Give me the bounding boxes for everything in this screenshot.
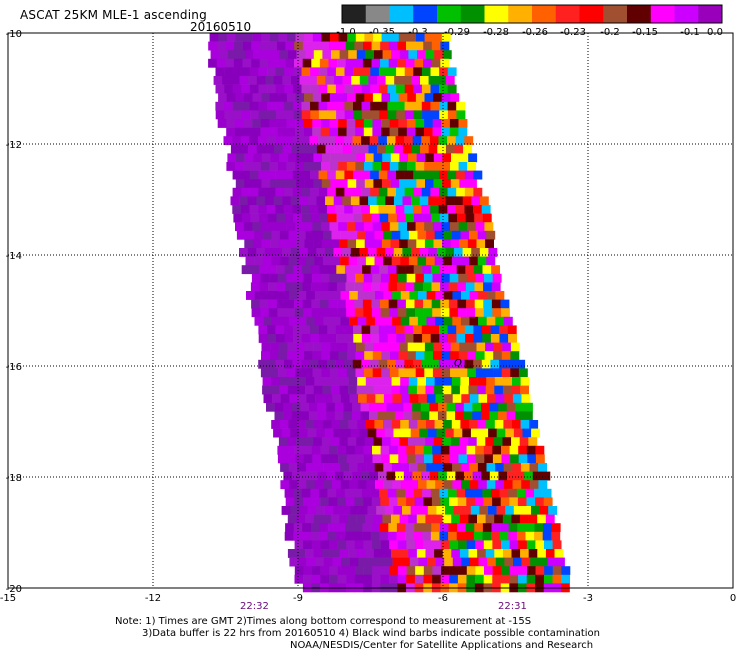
footnote-line-3: NOAA/NESDIS/Center for Satellite Applica… [290, 640, 594, 651]
y-tick-label: -12 [6, 140, 22, 151]
colorbar-swatch [555, 5, 580, 23]
y-tick-label: -10 [6, 29, 22, 40]
chart-title: ASCAT 25KM MLE-1 ascending [20, 8, 207, 22]
colorbar-swatch [342, 5, 367, 23]
x-tick-label: -15 [0, 593, 16, 604]
plot-frame [7, 32, 734, 589]
x-tick-label: 0 [730, 593, 736, 604]
colorbar-swatch [365, 5, 390, 23]
colorbar-swatch [484, 5, 509, 23]
colorbar-swatch [603, 5, 628, 23]
colorbar-swatch [650, 5, 675, 23]
colorbar-swatch [674, 5, 699, 23]
x-tick-label: -9 [293, 593, 303, 604]
storm-marker: Q [454, 358, 462, 369]
colorbar-swatch [579, 5, 604, 23]
colorbar-swatch [532, 5, 557, 23]
y-tick-label: -16 [6, 362, 22, 373]
colorbar-swatch [508, 5, 533, 23]
x-tick-label: -12 [145, 593, 161, 604]
time-label-right: 22:31 [498, 601, 527, 612]
map-plot: -15 -12 -9 -6 -3 0 -10 -12 -14 -16 -18 -20 Q [0, 29, 736, 604]
data-cells [208, 33, 571, 593]
colorbar-swatch [389, 5, 414, 23]
footnote-line-1: Note: 1) Times are GMT 2)Times along bot… [115, 616, 532, 627]
colorbar-frame [341, 4, 723, 24]
footnote-line-2: 3)Data buffer is 22 hrs from 20160510 4)… [142, 628, 600, 639]
y-tick-label: -20 [6, 584, 22, 595]
chart-date: 20160510 [190, 20, 252, 34]
time-label-left: 22:32 [240, 601, 269, 612]
y-tick-label: -18 [6, 473, 22, 484]
y-tick-label: -14 [6, 251, 22, 262]
colorbar: -1.0 -0.35 -0.3 -0.29 -0.28 -0.26 -0.23 -0.2 -0.… [336, 4, 723, 38]
colorbar-swatch [460, 5, 485, 23]
x-tick-label: -3 [583, 593, 593, 604]
colorbar-swatch [413, 5, 438, 23]
x-tick-label: -6 [438, 593, 448, 604]
colorbar-swatch [627, 5, 652, 23]
colorbar-swatch [437, 5, 462, 23]
colorbar-swatch [698, 5, 723, 23]
